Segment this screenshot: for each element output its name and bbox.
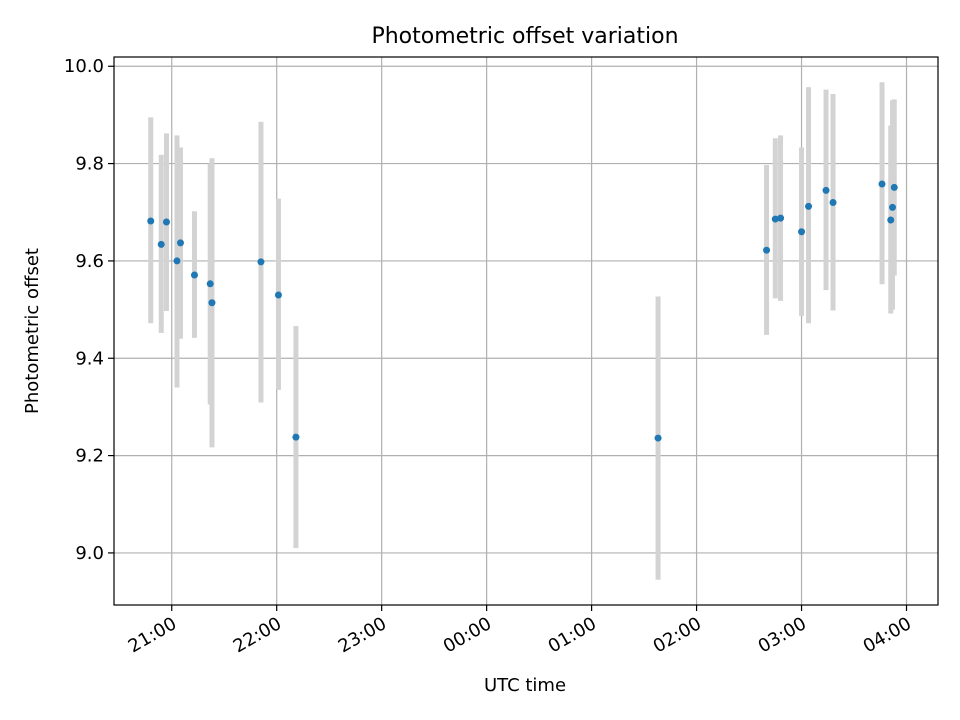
data-point (889, 203, 897, 211)
plot-area (114, 57, 938, 605)
data-point (157, 240, 165, 248)
data-point (190, 271, 198, 279)
data-point (829, 199, 837, 207)
y-tick-label: 9.6 (75, 251, 104, 272)
data-point (771, 215, 779, 223)
y-tick-label: 10.0 (64, 56, 104, 77)
grid (114, 57, 938, 605)
y-axis-ticks: 9.0 9.2 9.4 9.6 9.8 10.0 (64, 56, 114, 564)
data-point (763, 246, 771, 254)
y-tick-label: 9.8 (75, 154, 104, 175)
data-point (654, 434, 662, 442)
data-point (890, 183, 898, 191)
data-point (822, 186, 830, 194)
y-tick-label: 9.2 (75, 446, 104, 467)
data-point (176, 239, 184, 247)
data-point (208, 299, 216, 307)
chart-title: Photometric offset variation (371, 24, 678, 49)
data-point (777, 214, 785, 222)
data-point (878, 180, 886, 188)
data-point (798, 228, 806, 236)
y-tick-label: 9.4 (75, 348, 104, 369)
data-point (147, 217, 155, 225)
y-axis-label: Photometric offset (22, 248, 43, 414)
data-point (887, 216, 895, 224)
data-point (173, 257, 181, 265)
data-point (274, 291, 282, 299)
y-tick-label: 9.0 (75, 543, 104, 564)
data-point (805, 202, 813, 210)
plot-frame (113, 56, 939, 606)
data-points (147, 180, 898, 442)
data-point (257, 258, 265, 266)
x-axis-label: UTC time (484, 675, 566, 696)
data-point (206, 280, 214, 288)
data-point (292, 433, 300, 441)
data-point (162, 218, 170, 226)
